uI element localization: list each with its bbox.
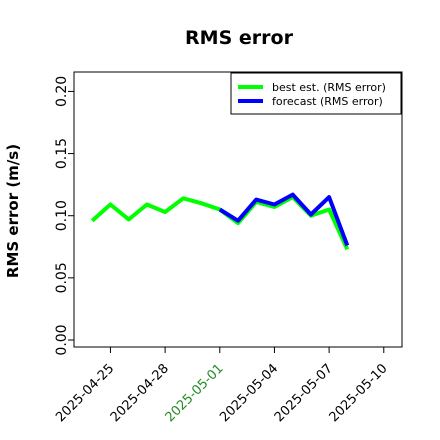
legend: best est. (RMS error) forecast (RMS erro… [230, 72, 402, 115]
series-line-forecast [218, 192, 350, 247]
y-tick-label: 0.10 [54, 200, 70, 231]
series-line-best-est [90, 195, 350, 251]
legend-label-best-est: best est. (RMS error) [272, 81, 386, 94]
y-tick-label: 0.20 [54, 76, 70, 107]
y-axis-label: RMS error (m/s) [4, 144, 22, 278]
y-tick-label: 0.15 [54, 138, 70, 169]
series-lines [90, 192, 350, 251]
legend-box [230, 72, 402, 115]
legend-label-forecast: forecast (RMS error) [272, 95, 383, 108]
plot-area-frame [73, 71, 403, 348]
x-tick-label: 2025-05-10 [327, 361, 391, 425]
y-tick-label: 0.00 [54, 324, 70, 355]
axis-ticks: 0.000.050.100.150.202025-04-252025-04-28… [53, 76, 390, 425]
chart-title: RMS error [185, 27, 294, 49]
y-tick-label: 0.05 [54, 262, 70, 293]
